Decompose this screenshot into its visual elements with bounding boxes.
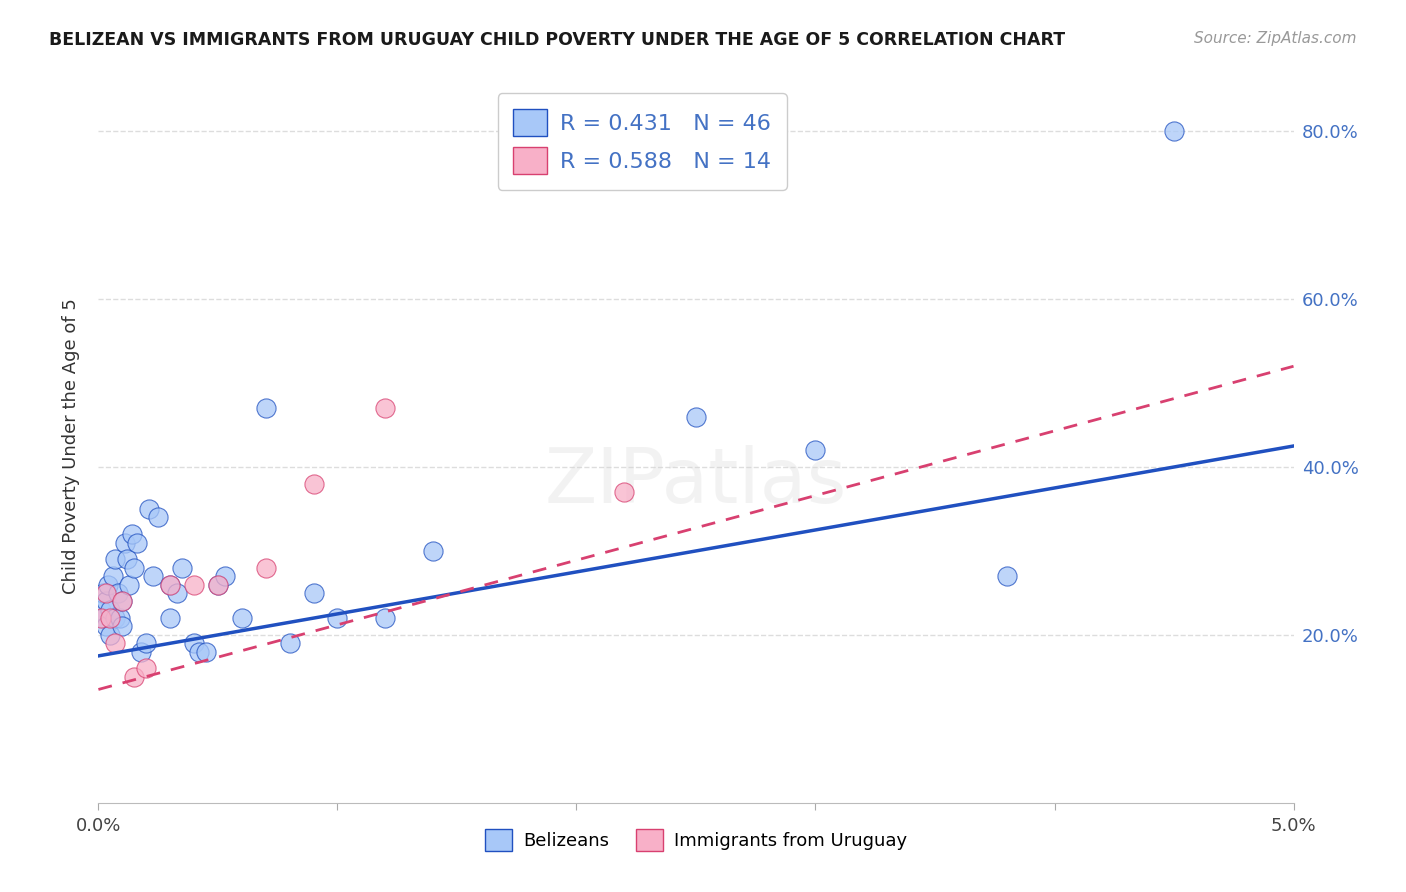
Point: [187, 645, 209, 659]
Point: [183, 577, 205, 591]
Point: [90, 603, 112, 617]
Point: [302, 476, 325, 491]
Point: [278, 636, 301, 650]
Point: [159, 577, 181, 591]
Y-axis label: Child Poverty Under the Age of 5: Child Poverty Under the Age of 5: [62, 298, 80, 594]
Point: [114, 535, 136, 549]
Point: [138, 502, 160, 516]
Point: [90, 611, 112, 625]
Point: [111, 619, 134, 633]
Point: [104, 611, 127, 625]
Point: [804, 443, 827, 458]
Point: [1163, 124, 1185, 138]
Point: [326, 611, 349, 625]
Point: [374, 611, 396, 625]
Point: [685, 409, 707, 424]
Point: [115, 552, 138, 566]
Point: [214, 569, 236, 583]
Point: [94, 619, 117, 633]
Point: [172, 560, 194, 574]
Point: [124, 560, 146, 574]
Point: [422, 544, 444, 558]
Point: [159, 611, 181, 625]
Point: [254, 560, 277, 574]
Point: [98, 628, 122, 642]
Text: Source: ZipAtlas.com: Source: ZipAtlas.com: [1194, 31, 1357, 46]
Text: ZIPatlas: ZIPatlas: [544, 445, 848, 518]
Point: [135, 661, 157, 675]
Point: [111, 594, 134, 608]
Point: [107, 586, 129, 600]
Point: [108, 611, 131, 625]
Point: [98, 611, 122, 625]
Point: [995, 569, 1018, 583]
Point: [124, 670, 146, 684]
Point: [183, 636, 205, 650]
Point: [121, 527, 143, 541]
Point: [97, 577, 120, 591]
Point: [118, 577, 141, 591]
Point: [101, 569, 124, 583]
Point: [131, 645, 153, 659]
Point: [125, 535, 148, 549]
Point: [613, 485, 636, 500]
Point: [91, 611, 114, 625]
Point: [254, 401, 277, 416]
Point: [94, 586, 117, 600]
Point: [374, 401, 396, 416]
Point: [207, 577, 229, 591]
Legend: Belizeans, Immigrants from Uruguay: Belizeans, Immigrants from Uruguay: [478, 822, 914, 858]
Point: [111, 594, 134, 608]
Point: [231, 611, 253, 625]
Point: [104, 552, 127, 566]
Point: [302, 586, 325, 600]
Point: [159, 577, 181, 591]
Point: [94, 594, 117, 608]
Point: [142, 569, 165, 583]
Point: [207, 577, 229, 591]
Point: [166, 586, 188, 600]
Text: BELIZEAN VS IMMIGRANTS FROM URUGUAY CHILD POVERTY UNDER THE AGE OF 5 CORRELATION: BELIZEAN VS IMMIGRANTS FROM URUGUAY CHIL…: [49, 31, 1066, 49]
Point: [148, 510, 170, 524]
Point: [135, 636, 157, 650]
Point: [98, 603, 122, 617]
Point: [104, 636, 127, 650]
Point: [195, 645, 218, 659]
Point: [91, 586, 114, 600]
